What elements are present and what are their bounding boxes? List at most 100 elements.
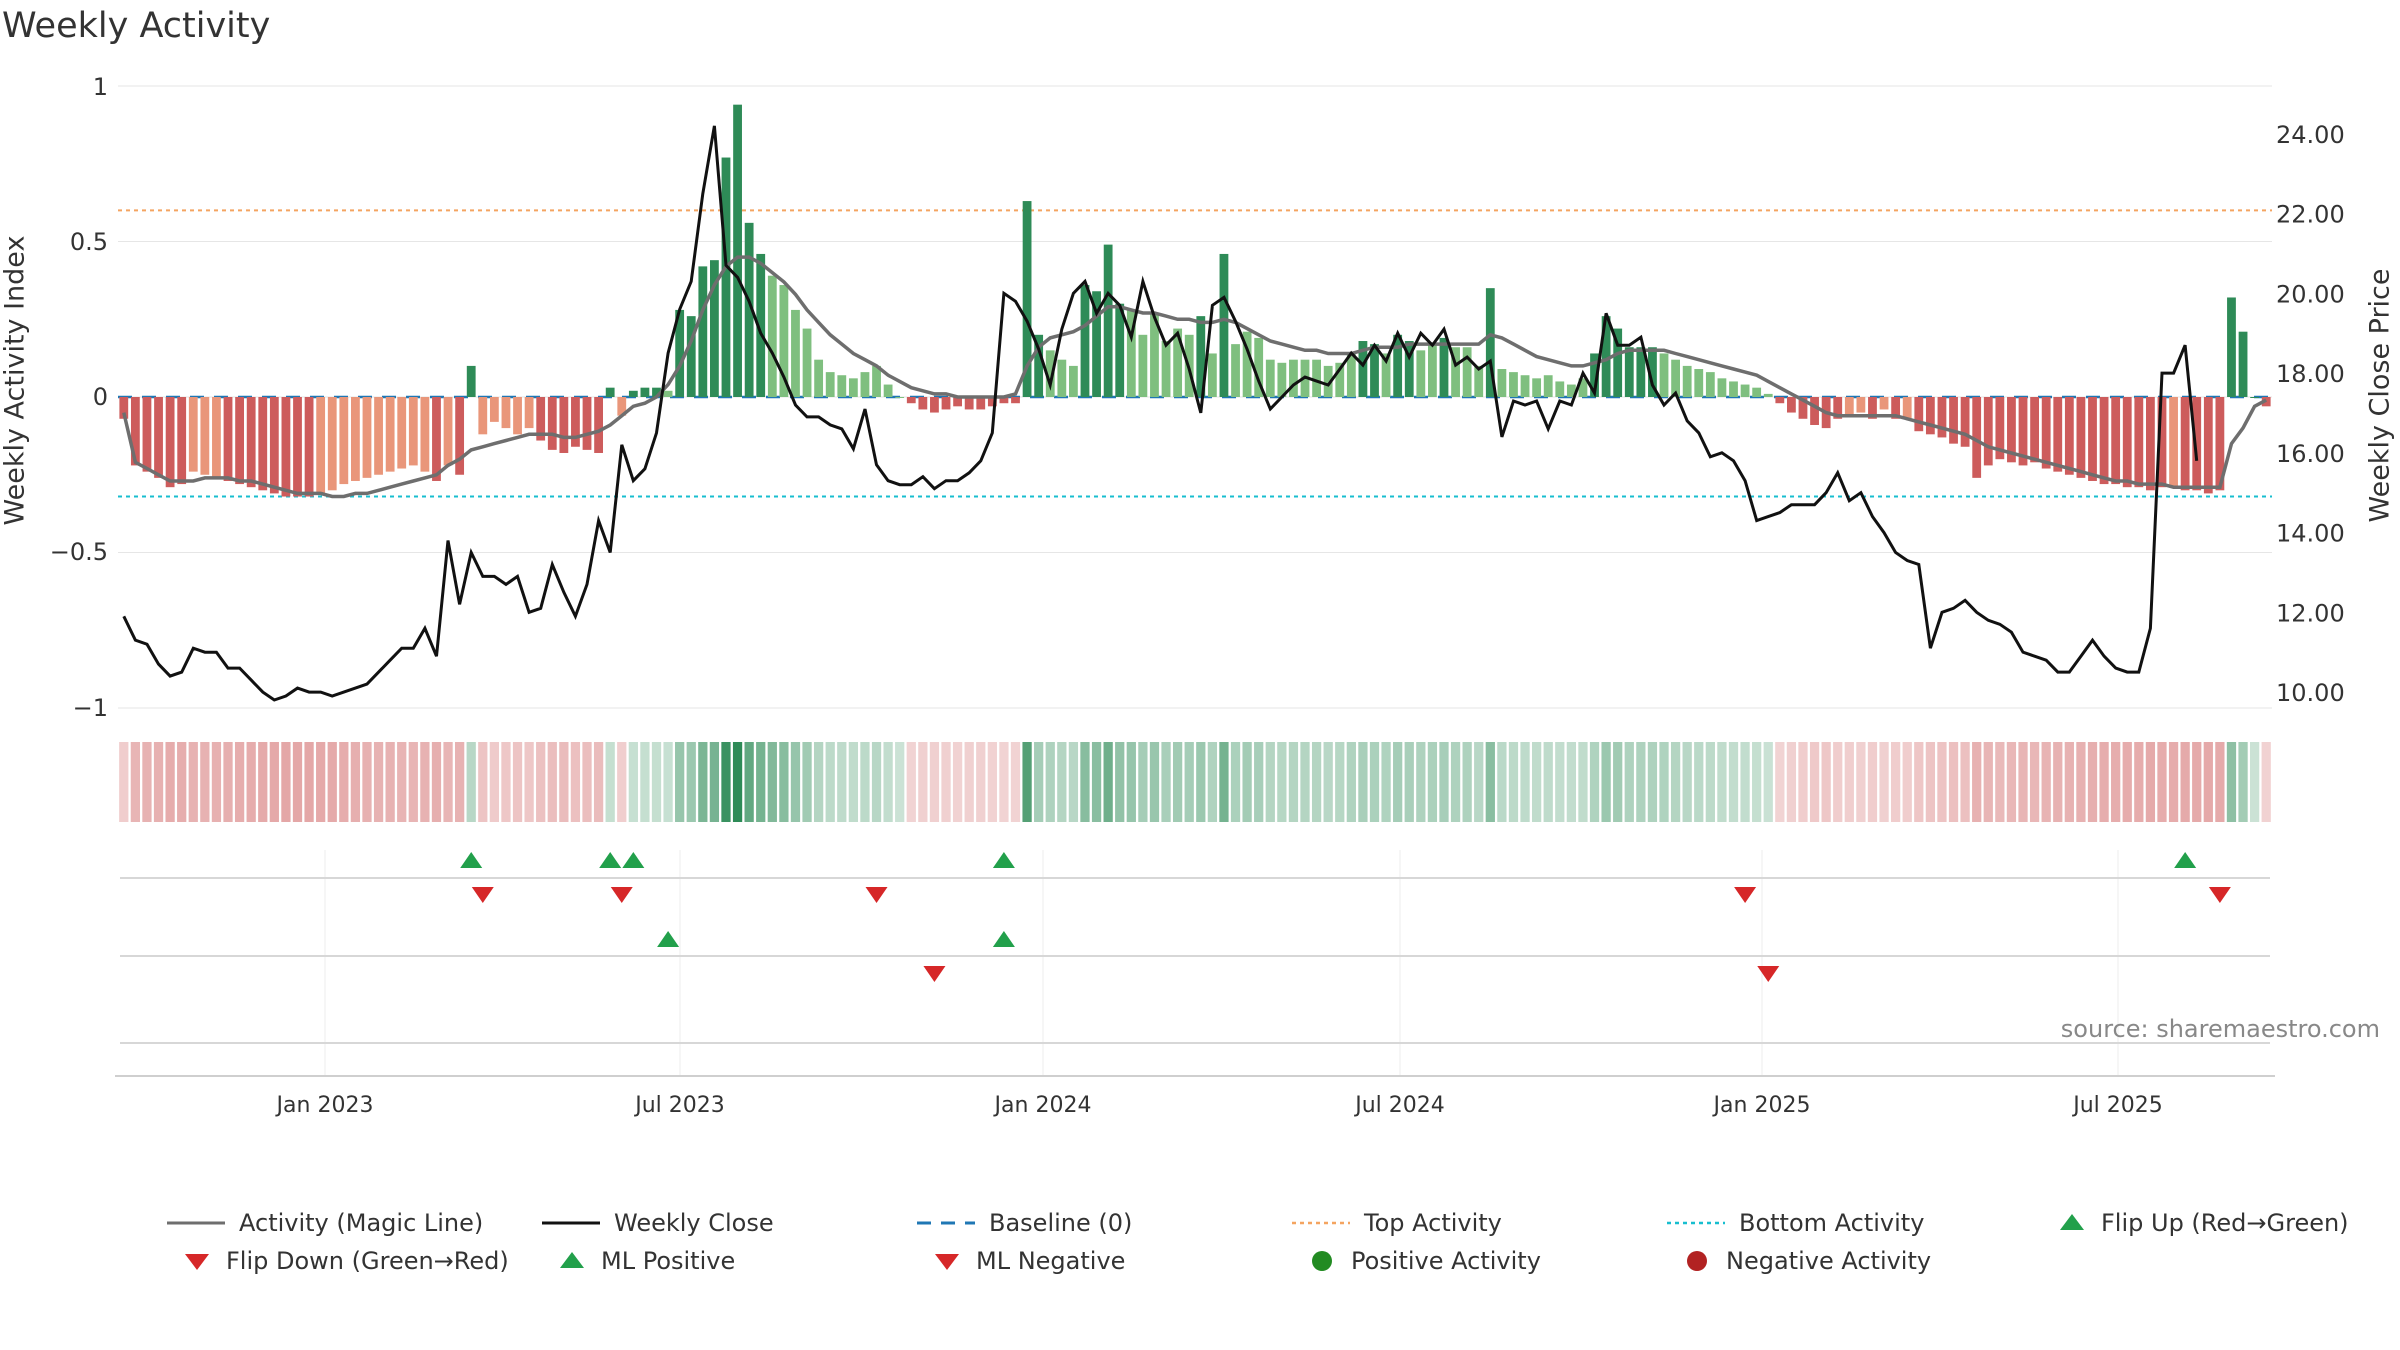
heat-cell [142, 742, 152, 822]
activity-bar [455, 397, 465, 475]
heat-cell [1485, 742, 1495, 822]
activity-bar [1995, 397, 2005, 460]
activity-bar [2157, 397, 2167, 488]
heat-cell [246, 742, 256, 822]
activity-bar [2203, 397, 2213, 494]
heat-cell [605, 742, 615, 822]
green-circle-icon [1312, 1251, 1332, 1271]
activity-bar [582, 397, 592, 450]
activity-bar [2146, 397, 2155, 491]
heat-cell [732, 742, 743, 822]
activity-bar [2088, 397, 2097, 481]
heat-cell [130, 742, 141, 822]
heat-cell [1265, 742, 1275, 822]
heat-cell [373, 742, 384, 822]
heat-cell [211, 742, 222, 822]
heat-cell [1890, 742, 1901, 822]
heat-cell [339, 742, 349, 822]
heat-cell [628, 742, 638, 822]
activity-bar [2064, 397, 2074, 475]
activity-bar [1277, 362, 1287, 397]
activity-bar [1729, 381, 1738, 397]
activity-bar [1925, 397, 1935, 435]
heat-cell [952, 742, 963, 822]
heat-cell [304, 742, 314, 822]
activity-bar [710, 260, 719, 397]
heat-cell [1624, 742, 1634, 822]
activity-bar [686, 316, 696, 397]
heat-cell [1937, 742, 1947, 822]
legend-item-weekly-close: Weekly Close [540, 1205, 774, 1241]
activity-bar [1497, 369, 1507, 397]
activity-heat-strip [119, 742, 2271, 822]
heat-cell [1589, 742, 1600, 822]
heat-cell [744, 742, 754, 822]
heat-cell [1381, 742, 1391, 822]
y2-tick-label: 22.00 [2276, 201, 2345, 229]
heat-cell [721, 742, 731, 822]
heat-cell [779, 742, 789, 822]
legend-label: Weekly Close [614, 1209, 774, 1237]
activity-bar [1022, 201, 1032, 397]
activity-bar [594, 397, 603, 453]
heat-cell [1844, 742, 1854, 822]
activity-bar [1011, 397, 1020, 404]
activity-bar [1717, 378, 1727, 397]
legend-label: Baseline (0) [989, 1209, 1133, 1237]
activity-bar [964, 397, 974, 410]
flip-up-marker [2174, 852, 2197, 868]
activity-bar [1555, 381, 1565, 397]
heat-cell [2041, 742, 2051, 822]
heat-cell [883, 742, 893, 822]
activity-bar [779, 285, 789, 397]
activity-bar [200, 397, 210, 475]
activity-bar [987, 397, 997, 407]
activity-bar [872, 365, 881, 397]
heat-cell [2087, 742, 2098, 822]
heat-cell [385, 742, 395, 822]
heat-cell [582, 742, 592, 822]
y-axis-label: Weekly Activity Index [0, 235, 31, 526]
heat-cell [281, 742, 291, 822]
activity-bar [1439, 337, 1449, 397]
heat-cell [1416, 742, 1426, 822]
x-tick-label: Jul 2023 [633, 1093, 725, 1118]
heat-cell [1242, 742, 1252, 822]
activity-bar [246, 397, 256, 488]
heat-cell [860, 742, 870, 822]
legend-item-bottom-activity: Bottom Activity [1665, 1205, 1924, 1241]
activity-bar [501, 397, 511, 429]
activity-bar [1891, 397, 1901, 419]
heat-cell [2053, 742, 2063, 822]
activity-bar [1370, 344, 1379, 397]
activity-bar [2099, 397, 2109, 485]
heat-cell [767, 742, 777, 822]
activity-bar [1416, 350, 1426, 397]
heat-cell [663, 742, 673, 822]
heat-cell [1578, 742, 1588, 822]
activity-bar [1323, 365, 1333, 397]
heat-cell [1091, 742, 1102, 822]
activity-bar [791, 309, 800, 397]
heat-cell [593, 742, 604, 822]
heat-cell [408, 742, 418, 822]
heat-cell [1288, 742, 1299, 822]
legend-item-flip-down: Flip Down (Green→Red) [180, 1243, 509, 1279]
heat-cell [976, 742, 986, 822]
activity-bar [293, 397, 302, 497]
activity-bar [640, 387, 650, 397]
activity-bar [848, 378, 858, 397]
legend-item-ml-positive: ML Positive [555, 1243, 735, 1279]
axis-ticks: 1 0.5 0 −0.5 −1 24.00 22.00 20.00 18.00 16.00 14.0… [50, 73, 2345, 1118]
legend-label: Flip Up (Red→Green) [2101, 1209, 2349, 1237]
x-tick-label: Jan 2024 [993, 1093, 1092, 1118]
heat-cell [1103, 742, 1113, 822]
heat-cell [200, 742, 210, 822]
legend-label: Positive Activity [1351, 1247, 1541, 1275]
heat-cell [1219, 742, 1229, 822]
activity-bar [814, 359, 824, 397]
heat-cell [1531, 742, 1542, 822]
heat-cell [617, 742, 627, 822]
heat-cell [1427, 742, 1438, 822]
x-tick-label: Jan 2023 [275, 1093, 374, 1118]
